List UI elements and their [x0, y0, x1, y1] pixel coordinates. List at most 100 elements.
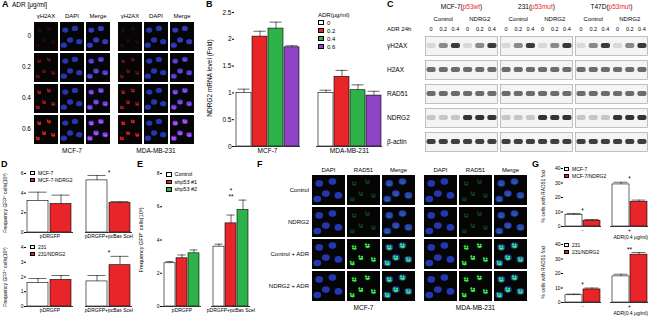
svg-text:1: 1	[228, 89, 232, 96]
html-text:D: D	[1, 159, 8, 169]
html-text:H2AX: H2AX	[387, 66, 404, 73]
svg-text:1: 1	[21, 288, 24, 294]
html-text:shp53 #1: shp53 #1	[174, 178, 198, 185]
html-text:0.4: 0.4	[563, 26, 571, 32]
html-text:T47D(p53mut): T47D(p53mut)	[590, 3, 633, 10]
html-text:0.4: 0.4	[22, 94, 31, 101]
svg-text:10: 10	[555, 285, 561, 291]
svg-text:4: 4	[157, 237, 160, 243]
svg-text:2: 2	[228, 35, 232, 42]
html-text:ADR(μg/ml): ADR(μg/ml)	[318, 12, 350, 18]
svg-text:pDRGFP+pcBas SceI: pDRGFP+pcBas SceI	[207, 307, 256, 313]
svg-text:-: -	[582, 227, 584, 233]
svg-text:0: 0	[228, 143, 232, 150]
html-text:Merge: Merge	[89, 13, 107, 19]
svg-text:**: **	[627, 246, 633, 253]
svg-text:*: *	[108, 249, 111, 256]
html-text:Merge: Merge	[173, 13, 191, 19]
html-text:ADR 24h: ADR 24h	[387, 26, 412, 32]
svg-text:MCF-7: MCF-7	[258, 147, 278, 154]
svg-text:0: 0	[21, 229, 24, 235]
html-text:0.2: 0.2	[439, 26, 448, 32]
html-text:β-actin: β-actin	[387, 138, 407, 145]
svg-text:pDRGFP+pcBas SceI: pDRGFP+pcBas SceI	[85, 233, 134, 239]
html-text:NDRG2 mRNA level (Fold): NDRG2 mRNA level (Fold)	[205, 39, 213, 117]
svg-text:0: 0	[21, 303, 24, 309]
svg-text:3: 3	[21, 259, 24, 265]
html-text:0.2: 0.2	[475, 26, 484, 32]
html-text:γH2AX: γH2AX	[36, 13, 56, 19]
svg-text:0: 0	[558, 299, 561, 305]
svg-text:0: 0	[558, 223, 561, 229]
html-text:0.4: 0.4	[488, 26, 496, 32]
svg-text:40: 40	[555, 165, 561, 171]
html-text:0.4: 0.4	[451, 26, 460, 32]
html-text:MDA-MB-231: MDA-MB-231	[455, 304, 496, 311]
svg-text:+: +	[628, 303, 631, 309]
html-text:B: B	[206, 0, 213, 9]
svg-text:6: 6	[157, 203, 160, 209]
svg-text:6: 6	[21, 170, 24, 176]
html-text:MCF-7(p53wt): MCF-7(p53wt)	[440, 3, 483, 10]
svg-text:MDA-MB-231: MDA-MB-231	[330, 147, 370, 154]
html-text:Frequency GFP⁺ cells(10³): Frequency GFP⁺ cells(10³)	[1, 247, 8, 307]
svg-text:10: 10	[555, 209, 561, 215]
html-text:0.2: 0.2	[550, 26, 559, 32]
html-text:Frequency GFP⁺ cells(10³): Frequency GFP⁺ cells(10³)	[138, 207, 145, 273]
svg-text:40: 40	[555, 241, 561, 247]
html-text:RAD51: RAD51	[387, 90, 408, 97]
svg-text:2.5: 2.5	[222, 9, 231, 16]
svg-text:20: 20	[555, 194, 561, 200]
svg-text:2: 2	[21, 274, 24, 280]
html-text:MDA-MB-231: MDA-MB-231	[136, 147, 176, 154]
svg-text:**: **	[228, 193, 234, 200]
html-text:0.4: 0.4	[327, 36, 336, 42]
svg-text:4: 4	[21, 190, 24, 196]
html-text:0.2: 0.2	[22, 63, 31, 70]
html-text:0.6: 0.6	[22, 125, 31, 132]
svg-text:4: 4	[21, 244, 24, 250]
html-text:MCF-7: MCF-7	[353, 304, 374, 311]
svg-text:2: 2	[21, 209, 24, 215]
html-text:G: G	[532, 159, 539, 169]
html-text:Control: Control	[508, 16, 528, 22]
svg-text:pDRGFP: pDRGFP	[40, 233, 61, 239]
html-text:Control: Control	[433, 16, 453, 22]
svg-text:*: *	[628, 175, 631, 182]
svg-text:0: 0	[157, 303, 160, 309]
html-text:0.2: 0.2	[514, 26, 523, 32]
svg-text:pDRGFP: pDRGFP	[40, 307, 61, 313]
html-text:γH2AX: γH2AX	[387, 42, 408, 49]
svg-text:2: 2	[157, 270, 160, 276]
html-text:DAPI: DAPI	[65, 13, 79, 19]
html-text:C: C	[387, 0, 394, 9]
svg-text:8: 8	[157, 170, 160, 176]
html-text:0.4: 0.4	[526, 26, 535, 32]
svg-text:1.5: 1.5	[222, 62, 231, 69]
svg-text:30: 30	[555, 256, 561, 262]
html-text:γH2AX: γH2AX	[120, 13, 140, 19]
html-text:% cells with RAD51 foci: % cells with RAD51 foci	[539, 245, 546, 299]
html-text:NDRG2: NDRG2	[387, 114, 410, 121]
html-text:0.6: 0.6	[327, 44, 336, 50]
html-text:MCF-7: MCF-7	[62, 147, 82, 154]
svg-text:20: 20	[555, 270, 561, 276]
html-text:NDRG2: NDRG2	[544, 16, 566, 22]
html-text:231(p53mut): 231(p53mut)	[518, 3, 555, 10]
svg-text:*: *	[108, 169, 111, 176]
html-text:0.2: 0.2	[327, 28, 336, 34]
svg-text:*: *	[581, 207, 584, 214]
svg-text:0.5: 0.5	[222, 116, 231, 123]
svg-text:30: 30	[555, 180, 561, 186]
html-text:NDRG2: NDRG2	[469, 16, 491, 22]
html-text:A ADR [μg/ml]: A ADR [μg/ml]	[2, 0, 48, 9]
svg-text:pDRGFP: pDRGFP	[172, 307, 193, 313]
svg-text:*: *	[581, 281, 584, 288]
html-text:% cells with RAD51 foci: % cells with RAD51 foci	[539, 169, 546, 223]
html-text:Frequency GFP⁺ cells(10³): Frequency GFP⁺ cells(10³)	[1, 173, 8, 233]
svg-text:pDRGFP+pcBas SceI: pDRGFP+pcBas SceI	[85, 307, 134, 313]
html-text:DAPI: DAPI	[149, 13, 163, 19]
svg-text:-: -	[582, 303, 584, 309]
svg-text:+: +	[628, 227, 631, 233]
svg-text:*: *	[230, 187, 233, 194]
